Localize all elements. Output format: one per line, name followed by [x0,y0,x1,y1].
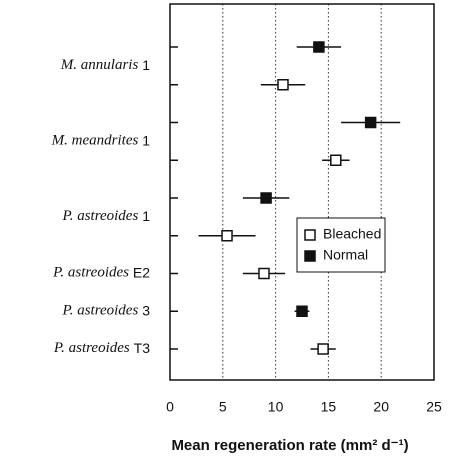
x-tick-label: 20 [373,399,389,415]
point [364,116,377,129]
category-name: P. astreoides [52,265,129,281]
point [317,343,329,355]
point [330,154,342,166]
point [258,267,270,280]
x-tick-label: 25 [426,399,442,415]
category-name: P. astreoides [53,340,130,356]
legend-swatch [304,229,316,241]
legend-swatch [304,250,316,262]
category-code: T3 [134,340,151,356]
category-name: M. annularis [60,57,139,73]
y-tick-label: M. meandrites 1 [51,132,151,149]
legend-label: Bleached [323,226,381,242]
y-tick-label: P. astreoides 1 [61,208,150,225]
x-tick-label: 0 [166,399,174,415]
x-tick-label: 15 [321,399,337,415]
x-tick-label: 5 [219,399,227,415]
category-code: 1 [142,57,150,73]
y-tick-label: P. astreoides E2 [52,264,150,281]
point [221,230,233,242]
category-name: P. astreoides [61,208,138,224]
category-code: 1 [142,132,150,148]
point [277,79,289,91]
category-code: 3 [142,302,150,318]
x-axis-label: Mean regeneration rate (mm² d⁻¹) [171,437,408,454]
legend-label: Normal [323,247,368,263]
category-name: M. meandrites [51,133,139,149]
y-tick-label: P. astreoides T3 [53,340,150,357]
category-code: E2 [133,264,150,280]
y-tick-label: M. annularis 1 [60,57,150,74]
point [296,305,308,317]
y-tick-label: P. astreoides 3 [61,302,150,319]
legend-box [296,217,386,273]
point [313,41,325,53]
category-code: 1 [142,208,150,224]
x-tick-label: 10 [268,399,284,415]
plot-frame [169,3,435,381]
point [260,192,272,204]
category-name: P. astreoides [61,303,138,319]
